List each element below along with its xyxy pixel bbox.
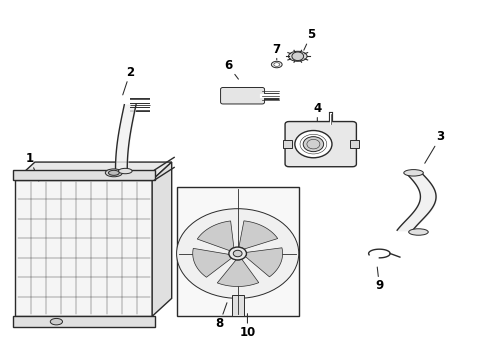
- Text: 4: 4: [313, 102, 321, 129]
- Text: 8: 8: [216, 303, 227, 330]
- Polygon shape: [193, 248, 232, 277]
- Text: 9: 9: [375, 267, 384, 292]
- Polygon shape: [15, 180, 152, 316]
- Ellipse shape: [271, 61, 282, 68]
- Circle shape: [176, 209, 299, 298]
- Circle shape: [295, 131, 332, 158]
- Text: 5: 5: [304, 28, 315, 50]
- Ellipse shape: [108, 170, 119, 175]
- Polygon shape: [152, 162, 171, 316]
- Text: 7: 7: [273, 42, 281, 60]
- FancyBboxPatch shape: [13, 316, 155, 327]
- Polygon shape: [239, 221, 278, 249]
- Polygon shape: [15, 162, 171, 180]
- Text: 2: 2: [122, 66, 134, 95]
- Circle shape: [229, 247, 246, 260]
- Text: 3: 3: [425, 130, 444, 163]
- FancyBboxPatch shape: [285, 122, 356, 167]
- Polygon shape: [245, 248, 283, 277]
- Text: 1: 1: [26, 152, 39, 181]
- Ellipse shape: [50, 319, 63, 325]
- Ellipse shape: [274, 63, 280, 66]
- FancyBboxPatch shape: [13, 170, 155, 180]
- Polygon shape: [217, 259, 259, 287]
- Text: 10: 10: [239, 314, 256, 339]
- FancyBboxPatch shape: [176, 187, 299, 316]
- Polygon shape: [197, 221, 234, 251]
- Ellipse shape: [404, 170, 423, 176]
- Circle shape: [292, 52, 304, 60]
- FancyBboxPatch shape: [283, 140, 292, 148]
- Ellipse shape: [119, 168, 132, 174]
- Ellipse shape: [105, 169, 122, 177]
- FancyBboxPatch shape: [350, 140, 359, 148]
- Circle shape: [233, 250, 242, 257]
- Circle shape: [303, 137, 323, 152]
- Ellipse shape: [289, 51, 307, 61]
- Ellipse shape: [409, 229, 428, 235]
- FancyBboxPatch shape: [220, 87, 265, 104]
- Text: 6: 6: [224, 59, 239, 79]
- FancyBboxPatch shape: [232, 295, 244, 316]
